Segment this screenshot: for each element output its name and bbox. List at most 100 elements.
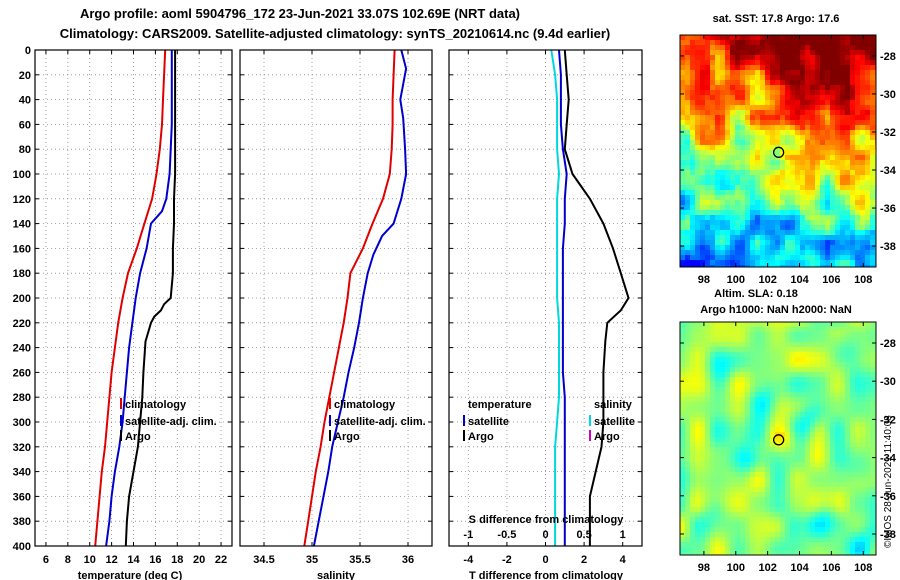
sla-cell: [720, 422, 726, 428]
sla-cell: [695, 507, 701, 513]
sst-cell: [755, 170, 761, 176]
y-tick-label: -36: [880, 491, 896, 503]
sla-cell: [770, 337, 776, 343]
sla-cell: [755, 432, 761, 438]
sla-cell: [745, 542, 751, 548]
sla-cell: [795, 367, 801, 373]
sla-cell: [715, 552, 721, 555]
sla-cell: [855, 397, 861, 403]
sst-cell: [750, 40, 756, 46]
sla-cell: [775, 517, 781, 523]
sla-cell: [730, 432, 736, 438]
sst-cell: [775, 50, 781, 56]
sst-cell: [795, 195, 801, 201]
sst-cell: [785, 225, 791, 231]
sst-cell: [825, 160, 831, 166]
sla-cell: [800, 487, 806, 493]
sla-cell: [855, 387, 861, 393]
sst-cell: [860, 90, 866, 96]
sla-cell: [750, 372, 756, 378]
sst-cell: [780, 160, 786, 166]
sst-cell: [810, 115, 816, 121]
sla-cell: [805, 547, 811, 553]
sst-cell: [685, 260, 691, 266]
sla-cell: [710, 337, 716, 343]
sla-cell: [790, 347, 796, 353]
sla-cell: [835, 452, 841, 458]
sla-cell: [700, 472, 706, 478]
sst-cell: [705, 215, 711, 221]
sst-cell: [870, 120, 876, 126]
sst-cell: [795, 190, 801, 196]
sla-cell: [840, 492, 846, 498]
sla-cell: [785, 532, 791, 538]
sla-cell: [725, 407, 731, 413]
sst-cell: [725, 125, 731, 131]
sla-cell: [810, 437, 816, 443]
sst-cell: [850, 230, 856, 236]
sla-cell: [680, 552, 686, 555]
sst-cell: [850, 45, 856, 51]
sst-cell: [765, 150, 771, 156]
sla-cell: [680, 322, 686, 328]
sst-cell: [685, 190, 691, 196]
sla-cell: [760, 332, 766, 338]
sst-cell: [735, 195, 741, 201]
sst-cell: [700, 220, 706, 226]
sst-cell: [825, 120, 831, 126]
sst-cell: [725, 40, 731, 46]
sla-cell: [735, 547, 741, 553]
sst-cell: [690, 65, 696, 71]
sla-cell: [815, 477, 821, 483]
sla-cell: [825, 502, 831, 508]
sla-cell: [860, 517, 866, 523]
sst-cell: [850, 220, 856, 226]
sla-cell: [735, 422, 741, 428]
sla-cell: [810, 452, 816, 458]
sst-cell: [785, 205, 791, 211]
sla-cell: [855, 537, 861, 543]
sla-cell: [845, 352, 851, 358]
sst-cell: [815, 150, 821, 156]
sst-cell: [680, 110, 686, 116]
sst-cell: [825, 245, 831, 251]
sst-cell: [695, 65, 701, 71]
temperature-legend-satellite: satellite-adj. clim.: [125, 416, 217, 428]
y-tick-label: -36: [880, 203, 896, 215]
sla-cell: [810, 337, 816, 343]
sst-cell: [710, 260, 716, 266]
sst-cell: [790, 265, 796, 267]
sst-cell: [680, 175, 686, 181]
sla-cell: [785, 337, 791, 343]
sla-cell: [815, 327, 821, 333]
sla-cell: [735, 322, 741, 328]
sla-cell: [795, 357, 801, 363]
sla-cell: [705, 452, 711, 458]
sst-cell: [775, 120, 781, 126]
sst-cell: [865, 150, 871, 156]
sst-cell: [855, 225, 861, 231]
sla-cell: [680, 352, 686, 358]
sla-cell: [710, 542, 716, 548]
sst-cell: [740, 90, 746, 96]
sla-cell: [865, 542, 871, 548]
sst-cell: [825, 255, 831, 261]
sst-cell: [690, 255, 696, 261]
sst-cell: [745, 135, 751, 141]
sst-cell: [860, 180, 866, 186]
sst-cell: [685, 45, 691, 51]
sla-cell: [840, 347, 846, 353]
sst-cell: [830, 140, 836, 146]
sst-cell: [780, 150, 786, 156]
sst-cell: [690, 50, 696, 56]
sst-cell: [700, 255, 706, 261]
sla-cell: [730, 552, 736, 555]
sst-cell: [855, 140, 861, 146]
sla-cell: [795, 482, 801, 488]
sla-cell: [850, 522, 856, 528]
sst-cell: [685, 225, 691, 231]
sla-cell: [870, 332, 876, 338]
sla-cell: [870, 527, 876, 533]
sla-cell: [840, 497, 846, 503]
x-tick-label: 8: [65, 554, 71, 566]
